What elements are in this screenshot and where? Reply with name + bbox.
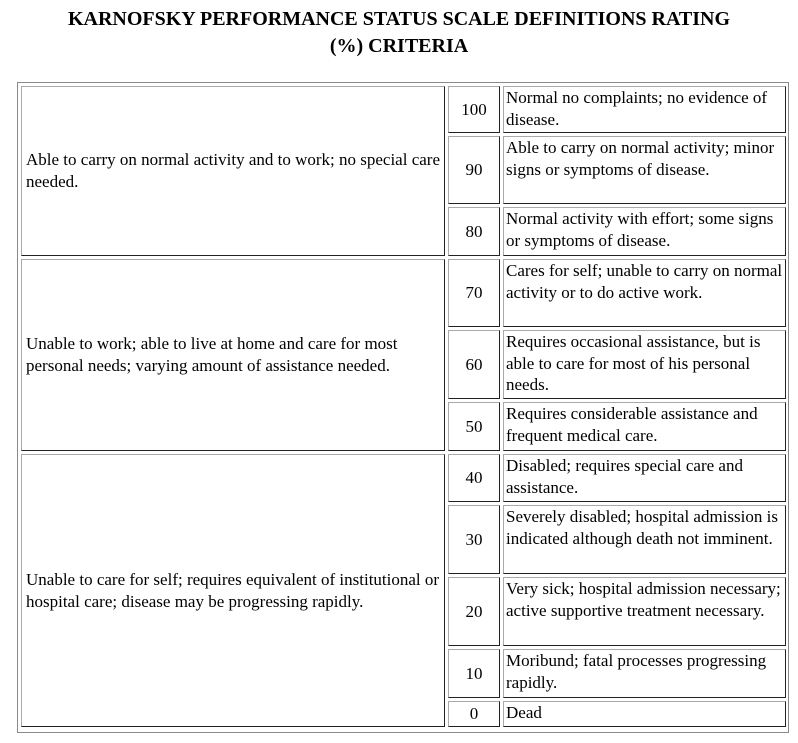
group-description-text: Able to carry on normal activity and to … <box>26 150 440 191</box>
criteria-text: Normal no complaints; no evidence of dis… <box>506 88 768 129</box>
rating-cell: 90 <box>448 136 500 204</box>
rating-cell: 100 <box>448 86 500 133</box>
rating-value: 0 <box>469 704 479 723</box>
rating-value: 40 <box>465 468 483 487</box>
rating-value: 70 <box>465 283 483 302</box>
page-title: KARNOFSKY PERFORMANCE STATUS SCALE DEFIN… <box>0 6 798 60</box>
rating-value: 20 <box>465 601 483 621</box>
criteria-cell: Able to carry on normal activity; minor … <box>503 136 786 204</box>
rating-cell: 40 <box>448 454 500 502</box>
criteria-text: Cares for self; unable to carry on norma… <box>506 261 783 302</box>
rating-cell: 60 <box>448 330 500 399</box>
criteria-text: Dead <box>506 703 542 722</box>
criteria-text: Very sick; hospital admission necessary;… <box>506 579 781 620</box>
title-line-1: KARNOFSKY PERFORMANCE STATUS SCALE DEFIN… <box>67 8 731 30</box>
criteria-cell: Cares for self; unable to carry on norma… <box>503 259 786 327</box>
rating-value: 90 <box>465 160 483 179</box>
rating-value: 80 <box>465 221 483 241</box>
group-description-text: Unable to care for self; requires equiva… <box>26 569 440 611</box>
criteria-text: Severely disabled; hospital admission is… <box>506 507 778 548</box>
title-line-2: (%) CRITERIA <box>329 35 469 57</box>
group-description: Unable to work; able to live at home and… <box>21 259 445 451</box>
criteria-cell: Requires considerable assistance and fre… <box>503 402 786 451</box>
criteria-text: Normal activity with effort; some signs … <box>506 209 774 250</box>
rating-value: 100 <box>461 99 487 119</box>
rating-value: 10 <box>465 663 483 683</box>
criteria-text: Able to carry on normal activity; minor … <box>506 138 775 179</box>
rating-value: 60 <box>465 354 483 374</box>
criteria-cell: Requires occasional assistance, but is a… <box>503 330 786 399</box>
rating-value: 50 <box>465 416 483 436</box>
rating-cell: 10 <box>448 649 500 698</box>
group-description-text: Unable to work; able to live at home and… <box>26 334 398 375</box>
criteria-text: Disabled; requires special care and assi… <box>506 456 743 497</box>
group-description: Unable to care for self; requires equiva… <box>21 454 445 727</box>
criteria-cell: Moribund; fatal processes progressing ra… <box>503 649 786 698</box>
rating-cell: 70 <box>448 259 500 327</box>
rating-cell: 30 <box>448 505 500 574</box>
rating-cell: 80 <box>448 207 500 256</box>
criteria-cell: Disabled; requires special care and assi… <box>503 454 786 502</box>
criteria-text: Moribund; fatal processes progressing ra… <box>506 651 767 692</box>
criteria-cell: Severely disabled; hospital admission is… <box>503 505 786 574</box>
rating-cell: 0 <box>448 701 500 727</box>
criteria-text: Requires considerable assistance and fre… <box>506 404 758 445</box>
rating-cell: 20 <box>448 577 500 646</box>
criteria-text: Requires occasional assistance, but is a… <box>506 332 761 394</box>
criteria-cell: Normal activity with effort; some signs … <box>503 207 786 256</box>
group-description: Able to carry on normal activity and to … <box>21 86 445 256</box>
rating-value: 30 <box>465 529 483 549</box>
criteria-cell: Very sick; hospital admission necessary;… <box>503 577 786 646</box>
criteria-cell: Normal no complaints; no evidence of dis… <box>503 86 786 133</box>
rating-cell: 50 <box>448 402 500 451</box>
criteria-cell: Dead <box>503 701 786 727</box>
karnofsky-table <box>17 82 789 733</box>
